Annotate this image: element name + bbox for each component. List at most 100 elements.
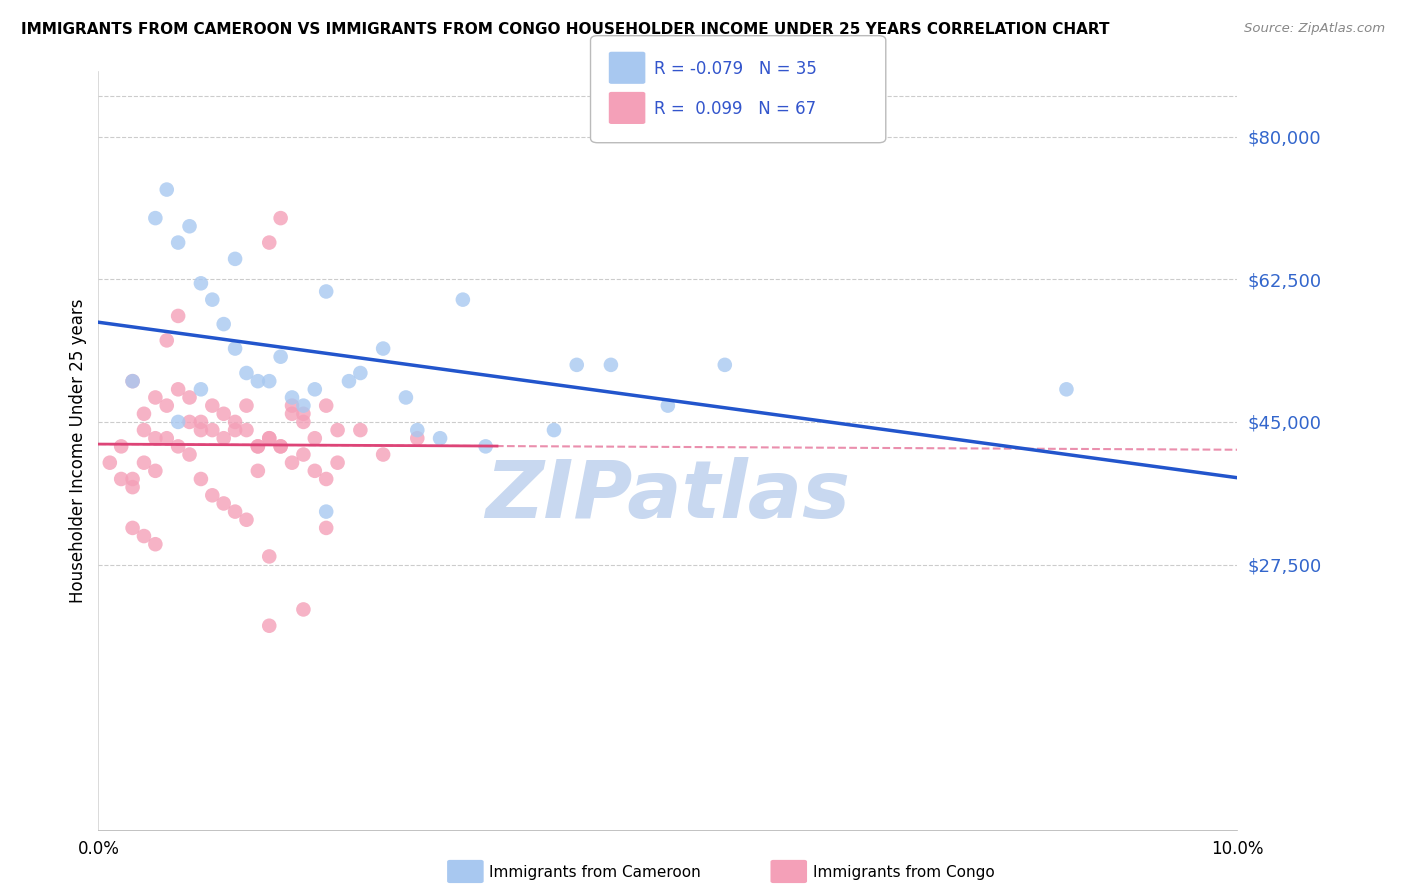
Point: [315, 285, 337, 299]
Point: [179, 448, 201, 462]
Point: [190, 415, 212, 429]
Point: [246, 439, 269, 453]
Point: [224, 415, 246, 429]
Point: [132, 456, 155, 470]
Point: [224, 505, 246, 519]
Point: [259, 235, 281, 250]
Point: [224, 252, 246, 266]
Point: [326, 456, 349, 470]
Point: [270, 439, 292, 453]
Point: [304, 382, 326, 396]
Point: [270, 439, 292, 453]
Point: [121, 521, 143, 535]
Point: [212, 496, 235, 510]
Point: [281, 399, 304, 413]
Text: R =  0.099   N = 67: R = 0.099 N = 67: [654, 100, 815, 118]
Point: [315, 472, 337, 486]
Point: [259, 431, 281, 445]
Point: [190, 382, 212, 396]
Point: [246, 464, 269, 478]
Text: Source: ZipAtlas.com: Source: ZipAtlas.com: [1244, 22, 1385, 36]
Point: [349, 366, 371, 380]
Point: [167, 415, 190, 429]
Point: [145, 464, 167, 478]
Point: [429, 431, 451, 445]
Point: [167, 382, 190, 396]
Point: [304, 464, 326, 478]
Point: [145, 431, 167, 445]
Point: [406, 431, 429, 445]
Point: [315, 505, 337, 519]
Point: [315, 399, 337, 413]
Point: [156, 431, 179, 445]
Point: [292, 448, 315, 462]
Point: [451, 293, 474, 307]
Point: [110, 439, 132, 453]
Point: [179, 415, 201, 429]
Point: [132, 407, 155, 421]
Point: [110, 472, 132, 486]
Point: [156, 399, 179, 413]
Point: [1056, 382, 1078, 396]
Point: [145, 211, 167, 226]
Point: [337, 374, 360, 388]
Point: [235, 423, 257, 437]
Point: [714, 358, 737, 372]
Point: [179, 219, 201, 234]
Point: [156, 334, 179, 348]
Point: [224, 423, 246, 437]
Point: [270, 350, 292, 364]
Point: [121, 374, 143, 388]
Point: [212, 431, 235, 445]
Point: [190, 423, 212, 437]
Point: [167, 235, 190, 250]
Point: [406, 423, 429, 437]
Point: [565, 358, 588, 372]
Y-axis label: Householder Income Under 25 years: Householder Income Under 25 years: [69, 298, 87, 603]
Point: [292, 407, 315, 421]
Point: [246, 439, 269, 453]
Point: [474, 439, 496, 453]
Point: [235, 513, 257, 527]
Point: [235, 399, 257, 413]
Point: [145, 537, 167, 551]
Point: [212, 407, 235, 421]
Text: ZIPatlas: ZIPatlas: [485, 457, 851, 535]
Point: [373, 342, 395, 356]
Point: [132, 529, 155, 543]
Point: [201, 293, 224, 307]
Point: [292, 399, 315, 413]
Point: [201, 423, 224, 437]
Point: [259, 431, 281, 445]
Point: [201, 488, 224, 502]
Point: [281, 391, 304, 405]
Point: [373, 448, 395, 462]
Point: [179, 391, 201, 405]
Point: [190, 277, 212, 291]
Text: Immigrants from Congo: Immigrants from Congo: [813, 865, 994, 880]
Point: [326, 423, 349, 437]
Text: Immigrants from Cameroon: Immigrants from Cameroon: [489, 865, 702, 880]
Point: [349, 423, 371, 437]
Point: [292, 415, 315, 429]
Point: [259, 374, 281, 388]
Point: [304, 431, 326, 445]
Point: [543, 423, 565, 437]
Text: R = -0.079   N = 35: R = -0.079 N = 35: [654, 60, 817, 78]
Point: [156, 183, 179, 197]
Point: [315, 521, 337, 535]
Point: [235, 366, 257, 380]
Point: [246, 374, 269, 388]
Point: [132, 423, 155, 437]
Point: [600, 358, 623, 372]
Point: [167, 439, 190, 453]
Point: [224, 342, 246, 356]
Point: [395, 391, 418, 405]
Point: [281, 407, 304, 421]
Point: [98, 456, 121, 470]
Point: [657, 399, 679, 413]
Point: [270, 211, 292, 226]
Text: IMMIGRANTS FROM CAMEROON VS IMMIGRANTS FROM CONGO HOUSEHOLDER INCOME UNDER 25 YE: IMMIGRANTS FROM CAMEROON VS IMMIGRANTS F…: [21, 22, 1109, 37]
Point: [212, 317, 235, 331]
Point: [145, 391, 167, 405]
